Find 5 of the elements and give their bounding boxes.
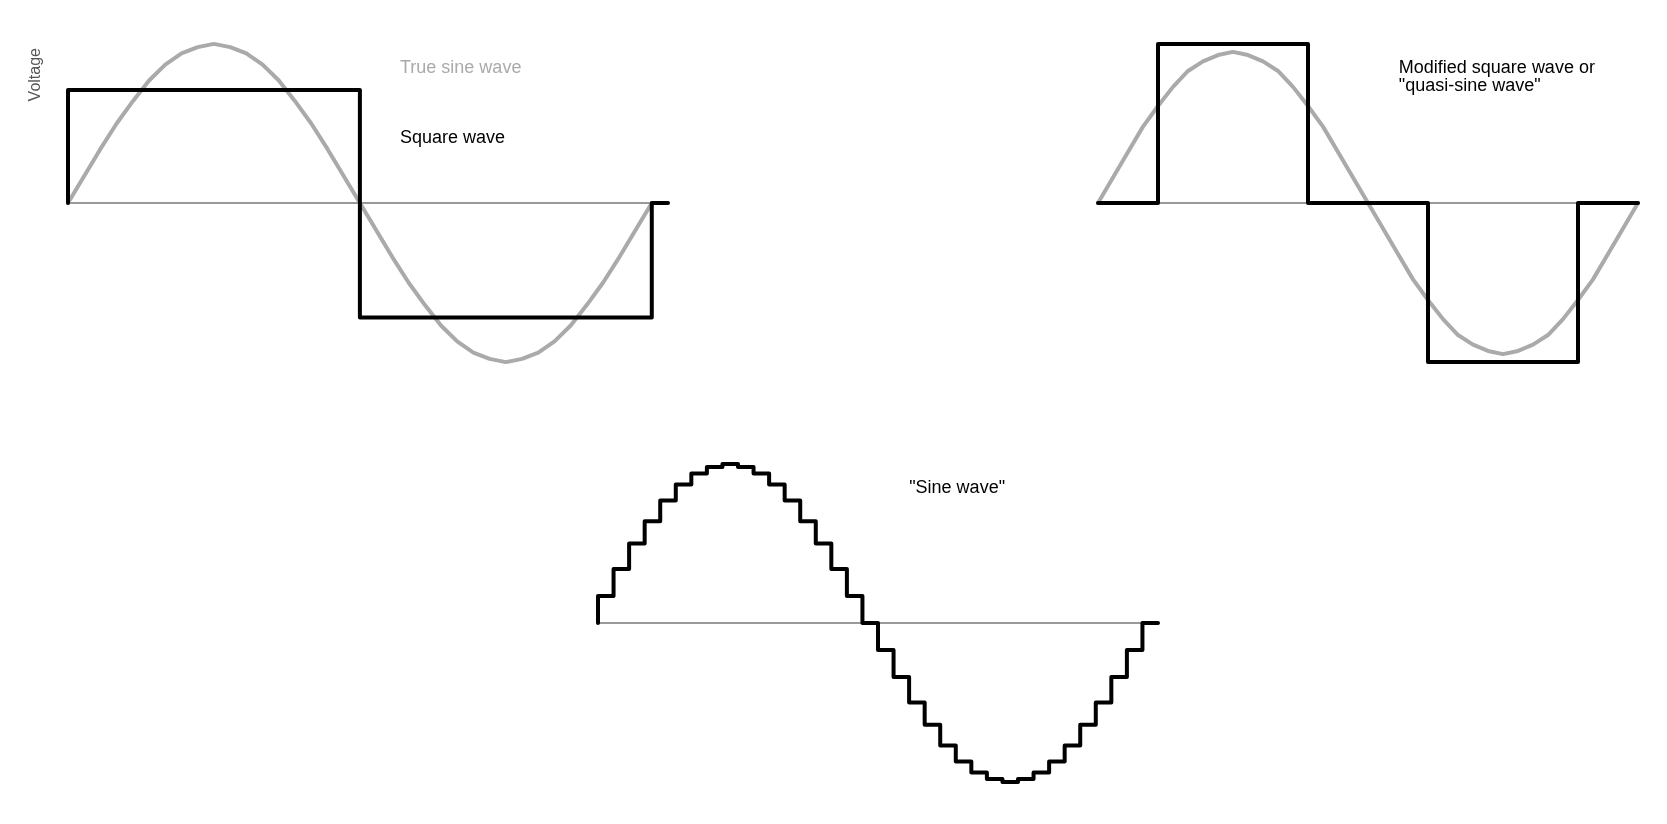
- text: True sine wave: [400, 57, 522, 77]
- text: Modified square wave or "quasi-sine wave": [1398, 57, 1600, 95]
- text: Square wave: [400, 127, 506, 147]
- y-axis-title: Voltage: [25, 47, 43, 102]
- text: "Sine wave": [909, 477, 1006, 497]
